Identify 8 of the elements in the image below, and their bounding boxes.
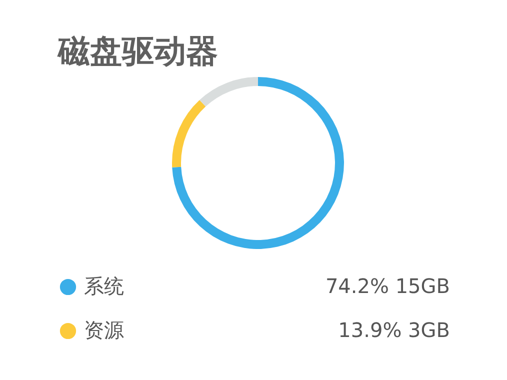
- legend-label: 资源: [84, 318, 124, 342]
- donut-slice: [172, 77, 344, 249]
- data-label: 74.2% 15GB: [325, 274, 450, 298]
- donut-slice: [172, 100, 206, 168]
- data-label: 13.9% 3GB: [338, 318, 450, 342]
- donut-slice: [200, 77, 258, 107]
- chart-title: 磁盘驱动器: [57, 32, 218, 70]
- legend-label: 系统: [84, 274, 124, 298]
